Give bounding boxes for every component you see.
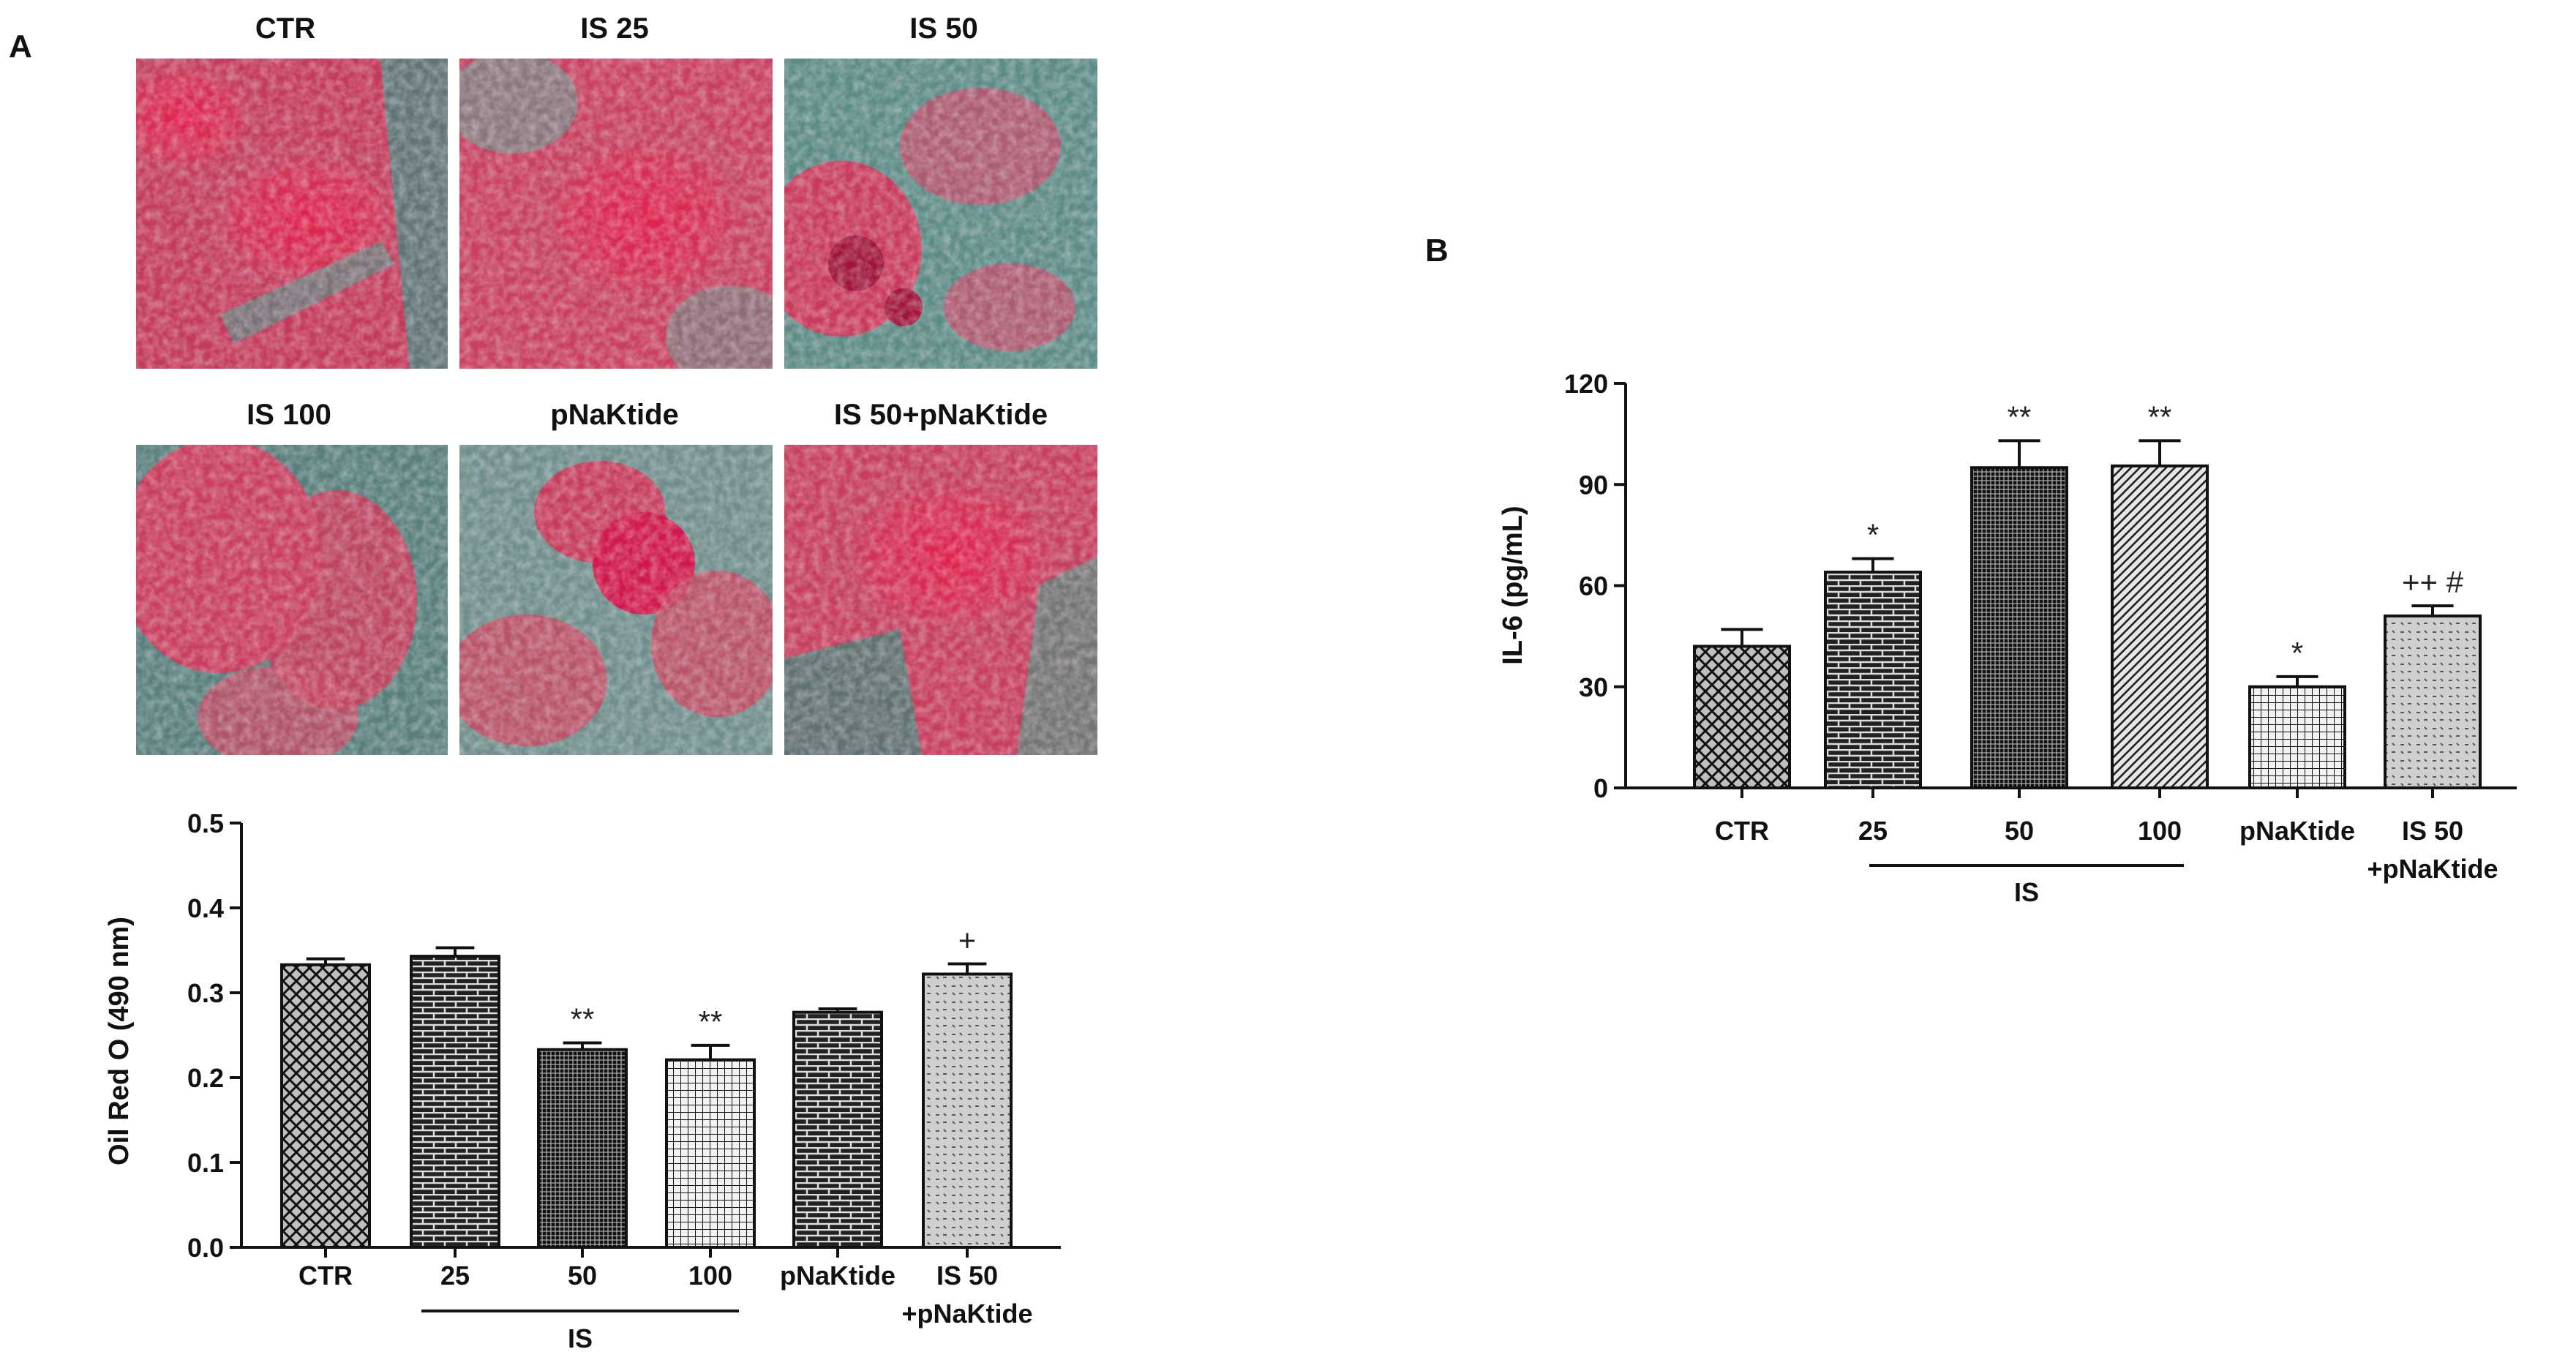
micrograph-title-is25: IS 25	[580, 12, 648, 45]
micrograph-is50-pnaktide	[784, 445, 1097, 755]
chart-b-category-label: +pNaKtide	[2367, 854, 2498, 884]
chart-b-significance-mark: *	[2291, 636, 2303, 670]
chart-a-bar	[410, 955, 500, 1249]
chart-a-category-label: 25	[440, 1261, 470, 1291]
chart-b-category-label: 25	[1858, 816, 1888, 846]
chart-a-ytick-label: 0.4	[187, 893, 224, 923]
chart-a-significance-mark: +	[958, 923, 977, 958]
panel-a-label: A	[9, 29, 32, 64]
chart-b-significance-mark: *	[1867, 518, 1879, 552]
chart-a-bar	[537, 1048, 628, 1249]
chart-b-group-label: IS	[2014, 877, 2039, 907]
chart-b-bar	[2384, 614, 2482, 789]
micrograph-title-is100: IS 100	[247, 399, 331, 431]
chart-a-ytick-label: 0.5	[187, 808, 224, 838]
chart-b-category-label: 50	[2005, 816, 2034, 846]
chart-b-category-label: IS 50	[2402, 816, 2463, 846]
chart-b-category-label: pNaKtide	[2239, 816, 2355, 846]
chart-b-ytick-label: 120	[1564, 369, 1608, 399]
micrograph-pnaktide	[459, 445, 773, 755]
panel-b-label: B	[1425, 233, 1449, 268]
chart-a-significance-mark: **	[571, 1002, 595, 1036]
chart-a-bar	[280, 963, 371, 1249]
chart-a-category-label: IS 50	[936, 1261, 998, 1291]
chart-a-ytick-label: 0.1	[187, 1148, 224, 1178]
chart-b-significance-mark: ++ #	[2402, 565, 2464, 599]
chart-b-bar	[2111, 464, 2209, 789]
micrograph-is50	[784, 59, 1097, 369]
chart-b-ytick-label: 30	[1579, 672, 1608, 702]
chart-b-ytick-label: 60	[1579, 571, 1608, 601]
chart-a-significance-mark: **	[699, 1004, 723, 1039]
chart-a-plot: 0.0 0.1 0.2 0.3 0.4 0.5 ** ** + CTR 25 50 100 pNaKtid…	[187, 808, 1061, 1353]
chart-b-ylabel: IL-6 (pg/mL)	[1498, 506, 1528, 664]
chart-b-significance-mark: **	[2148, 399, 2172, 434]
chart-a-ytick-label: 0.2	[187, 1063, 224, 1093]
chart-b-bar	[2248, 685, 2346, 789]
chart-a-group-label: IS	[568, 1323, 593, 1353]
chart-a-category-label: +pNaKtide	[901, 1299, 1032, 1329]
chart-a-category-label: CTR	[298, 1261, 353, 1291]
micrograph-title-is50-pnaktide: IS 50+pNaKtide	[834, 399, 1048, 431]
micrograph-title-is50: IS 50	[909, 12, 977, 45]
chart-a-ytick-label: 0.3	[187, 978, 224, 1008]
chart-a-bar	[792, 1010, 883, 1250]
chart-a-bar	[922, 972, 1013, 1249]
chart-b-ytick-label: 0	[1593, 773, 1608, 803]
micrograph-title-ctr: CTR	[255, 12, 315, 45]
chart-a-bar	[665, 1058, 756, 1249]
micrograph-is25	[459, 59, 773, 369]
chart-a-category-label: 50	[568, 1261, 597, 1291]
chart-b-ytick-label: 90	[1579, 470, 1608, 500]
micrograph-ctr	[136, 59, 448, 369]
chart-a-ytick-label: 0.0	[187, 1233, 224, 1263]
micrograph-title-pnaktide: pNaKtide	[550, 399, 679, 431]
chart-b-bar	[1824, 571, 1922, 789]
chart-a-category-label: pNaKtide	[780, 1261, 895, 1291]
chart-b-category-label: 100	[2138, 816, 2182, 846]
chart-b-category-label: CTR	[1715, 816, 1769, 846]
chart-b-bar	[1970, 466, 2068, 789]
chart-b-bar	[1693, 645, 1791, 790]
chart-a-category-label: 100	[688, 1261, 732, 1291]
chart-b-significance-mark: **	[2008, 399, 2032, 434]
chart-a-ylabel: Oil Red O (490 nm)	[104, 917, 135, 1165]
chart-a: Oil Red O (490 nm) 0.0 0.1 0.2 0.3 0.4 0.5 ** *…	[104, 808, 1061, 1353]
micrograph-is100	[136, 445, 448, 755]
